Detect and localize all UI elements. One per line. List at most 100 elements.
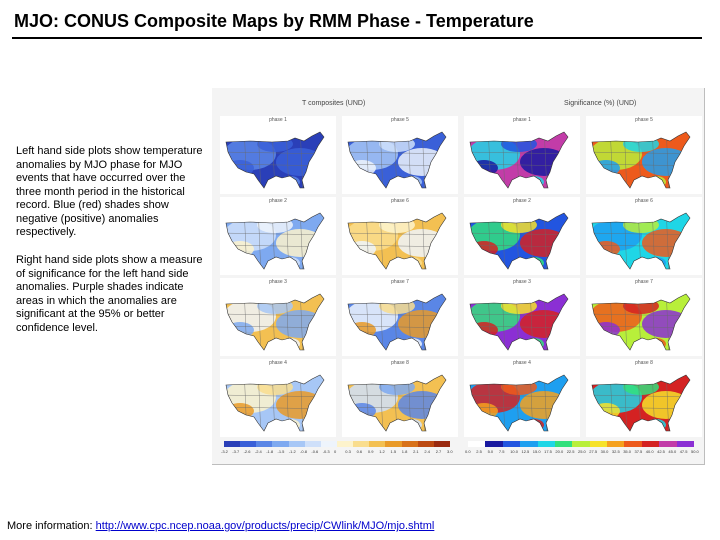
colorbar-swatch [468, 441, 486, 447]
colorbar-tick-label: 45.0 [668, 449, 677, 454]
phase-label: phase 1 [269, 117, 287, 123]
colorbar-swatch [554, 441, 573, 447]
colorbar-tick-label: -2.6 [243, 449, 251, 454]
colorbar-swatch [320, 441, 338, 447]
colorbar-swatch [485, 441, 504, 447]
phase-label: phase 3 [269, 279, 287, 285]
colorbar-tick-label: 10.0 [510, 449, 518, 454]
colorbar-tick-label: -1.5 [277, 449, 285, 454]
phase-label: phase 2 [269, 198, 287, 204]
colorbar-swatch [288, 441, 306, 447]
colorbar-tick-label: -0.8 [300, 449, 307, 454]
significance-map-phase-5: phase 5 [586, 116, 702, 194]
us-map [469, 374, 569, 432]
us-map [225, 212, 325, 270]
colorbar-tick-label: 0 [334, 449, 337, 454]
composites-header: T composites (UND) [302, 100, 366, 107]
colorbar-swatch [256, 441, 273, 447]
phase-label: phase 3 [513, 279, 531, 285]
page-title: MJO: CONUS Composite Maps by RMM Phase -… [14, 11, 534, 31]
us-map [469, 212, 569, 270]
colorbar-swatch [240, 441, 257, 447]
us-map [347, 131, 447, 189]
phase-label: phase 8 [391, 360, 409, 366]
colorbar-tick-label: 1.5 [390, 449, 397, 454]
colorbar-tick-label: 1.8 [401, 449, 408, 454]
anomaly-map-phase-1: phase 1 [220, 116, 336, 194]
colorbar-tick-label: 15.0 [532, 449, 541, 454]
anomaly-colorbar-labels: -3.2 -3.7 -2.6 -2.4 -1.8 -1.5 -1.2 -0.8 -0.6 -0.3… [221, 449, 453, 455]
more-information-line: More information: http://www.cpc.ncep.no… [7, 520, 434, 532]
colorbar-tick-label: 0.3 [345, 449, 351, 454]
colorbar-tick-label: 37.5 [634, 449, 643, 454]
us-map [591, 374, 691, 432]
colorbar-swatch [337, 441, 354, 447]
significance-map-phase-2: phase 2 [464, 197, 580, 275]
colorbar-swatch [417, 441, 435, 447]
us-map [225, 131, 325, 189]
phase-label: phase 5 [635, 117, 653, 123]
significance-map-phase-7: phase 7 [586, 278, 702, 356]
significance-colorbar [468, 441, 695, 447]
colorbar-tick-label: 5.0 [487, 449, 494, 454]
colorbar-swatch [433, 441, 451, 447]
colorbar-tick-label: 50.0 [691, 449, 699, 454]
us-map [347, 293, 447, 351]
us-map [591, 293, 691, 351]
colorbar-tick-label: 2.1 [413, 449, 419, 454]
colorbar-tick-label: 42.5 [657, 449, 665, 454]
phase-label: phase 1 [513, 117, 531, 123]
colorbar-swatch [607, 441, 625, 447]
colorbar-tick-label: -3.2 [221, 449, 228, 454]
colorbar-tick-label: 25.0 [578, 449, 586, 454]
colorbar-tick-label: 12.5 [521, 449, 530, 454]
us-map [225, 293, 325, 351]
colorbar-swatch [369, 441, 386, 447]
colorbar-swatch [676, 441, 695, 447]
phase-label: phase 4 [513, 360, 531, 366]
colorbar-tick-label: 20.0 [555, 449, 564, 454]
anomaly-map-phase-6: phase 6 [342, 197, 458, 275]
colorbar-swatch [572, 441, 591, 447]
colorbar-tick-label: 22.5 [566, 449, 575, 454]
colorbar-swatch [304, 441, 322, 447]
us-map [469, 293, 569, 351]
us-map [225, 374, 325, 432]
colorbar-tick-label: 0.9 [367, 449, 374, 454]
colorbar-tick-label: -3.7 [232, 449, 240, 454]
colorbar-tick-label: -2.4 [254, 449, 262, 454]
us-map [591, 131, 691, 189]
anomaly-description: Left hand side plots show temperature an… [16, 145, 203, 238]
anomaly-map-phase-3: phase 3 [220, 278, 336, 356]
phase-label: phase 6 [635, 198, 653, 204]
colorbar-tick-label: 30.0 [600, 449, 609, 454]
colorbar-tick-label: 3.0 [447, 449, 453, 454]
colorbar-tick-label: 2.5 [476, 449, 482, 454]
colorbar-swatch [641, 441, 660, 447]
title-underline [12, 37, 702, 39]
composite-maps-figure: T composites (UND) Significance (%) (UND… [212, 88, 705, 465]
phase-label: phase 2 [513, 198, 531, 204]
us-map [591, 212, 691, 270]
anomaly-map-phase-4: phase 4 [220, 359, 336, 437]
phase-label: phase 5 [391, 117, 409, 123]
colorbar-tick-label: -1.2 [288, 449, 296, 454]
colorbar-tick-label: 32.5 [611, 449, 620, 454]
colorbar-tick-label: -0.6 [311, 449, 319, 454]
mjo-info-link[interactable]: http://www.cpc.ncep.noaa.gov/products/pr… [95, 520, 435, 532]
colorbar-swatch [353, 441, 370, 447]
colorbar-tick-label: -1.8 [266, 449, 274, 454]
colorbar-tick-label: 47.5 [679, 449, 688, 454]
colorbar-swatch [502, 441, 521, 447]
us-map [469, 131, 569, 189]
colorbar-swatch [272, 441, 290, 447]
anomaly-map-phase-2: phase 2 [220, 197, 336, 275]
colorbar-swatch [401, 441, 419, 447]
us-map [347, 212, 447, 270]
colorbar-tick-label: 2.4 [424, 449, 430, 454]
colorbar-tick-label: 1.2 [379, 449, 385, 454]
significance-map-phase-4: phase 4 [464, 359, 580, 437]
anomaly-map-phase-7: phase 7 [342, 278, 458, 356]
phase-label: phase 7 [635, 279, 653, 285]
colorbar-swatch [385, 441, 403, 447]
